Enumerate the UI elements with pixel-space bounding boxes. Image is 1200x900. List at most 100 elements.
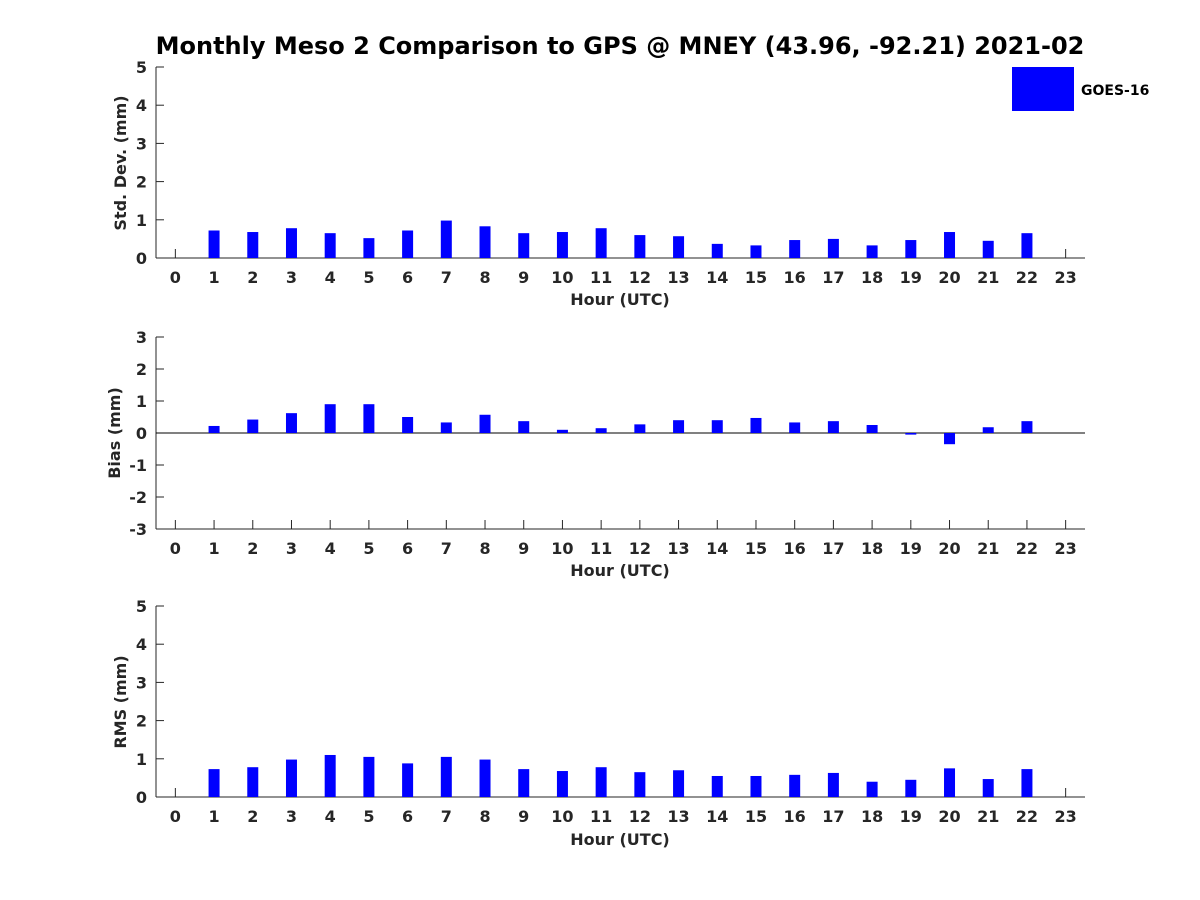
std-dev-bar — [247, 232, 259, 258]
std-dev-ytick-label: 0 — [136, 249, 147, 268]
std-dev-xtick-label: 14 — [706, 268, 728, 287]
rms-bar — [982, 779, 994, 797]
rms-ytick-label: 0 — [136, 788, 147, 807]
bias-bar — [634, 424, 646, 433]
bias-bar — [905, 433, 917, 435]
bias-xtick-label: 2 — [247, 539, 258, 558]
bias-xtick-label: 14 — [706, 539, 728, 558]
std-dev-xtick-label: 18 — [861, 268, 883, 287]
rms-xtick-label: 14 — [706, 807, 728, 826]
legend-label: GOES-16 — [1081, 83, 1149, 99]
std-dev-bar — [789, 240, 801, 258]
rms-bar — [673, 770, 685, 797]
std-dev-ylabel: Std. Dev. (mm) — [111, 95, 130, 230]
bias-xtick-label: 8 — [479, 539, 490, 558]
bias-bar — [363, 404, 375, 433]
std-dev-bar — [905, 240, 917, 258]
rms-xtick-label: 5 — [363, 807, 374, 826]
std-dev-bar — [634, 235, 646, 258]
std-dev-xtick-label: 20 — [938, 268, 960, 287]
bias-xtick-label: 18 — [861, 539, 883, 558]
std-dev-bar — [440, 220, 452, 258]
bias-xtick-label: 9 — [518, 539, 529, 558]
rms-ylabel: RMS (mm) — [111, 655, 130, 748]
rms-xtick-label: 8 — [479, 807, 490, 826]
bias-xtick-label: 12 — [629, 539, 651, 558]
std-dev-xtick-label: 23 — [1055, 268, 1077, 287]
rms-bar — [750, 775, 762, 797]
rms-xtick-label: 22 — [1016, 807, 1038, 826]
bias-xtick-label: 16 — [784, 539, 806, 558]
bias-bar — [750, 417, 762, 433]
bias-bar — [982, 427, 994, 433]
rms-bar — [479, 759, 491, 797]
bias-ytick-label: -2 — [129, 488, 147, 507]
rms-bar — [285, 759, 297, 797]
rms-bar — [827, 772, 839, 797]
std-dev-ytick-label: 3 — [136, 134, 147, 153]
rms-xtick-label: 16 — [784, 807, 806, 826]
std-dev-bar — [982, 240, 994, 258]
bias-xtick-label: 5 — [363, 539, 374, 558]
std-dev-bar — [711, 243, 723, 258]
std-dev-xtick-label: 10 — [551, 268, 573, 287]
std-dev-xtick-label: 0 — [170, 268, 181, 287]
rms-xtick-label: 17 — [822, 807, 844, 826]
rms-xtick-label: 15 — [745, 807, 767, 826]
bias-xtick-label: 17 — [822, 539, 844, 558]
rms-xtick-label: 2 — [247, 807, 258, 826]
std-dev-xtick-label: 16 — [784, 268, 806, 287]
bias-bar — [479, 414, 491, 433]
bias-bar — [595, 428, 607, 433]
rms-bar — [905, 779, 917, 797]
bias-ylabel: Bias (mm) — [105, 387, 124, 479]
std-dev-xtick-label: 11 — [590, 268, 612, 287]
bias-bar — [208, 425, 220, 433]
rms-bar — [208, 769, 220, 797]
rms-ytick-label: 4 — [136, 635, 147, 654]
std-dev-xtick-label: 5 — [363, 268, 374, 287]
bias-ytick-label: -3 — [129, 520, 147, 539]
std-dev-xlabel: Hour (UTC) — [570, 290, 670, 309]
rms-xtick-label: 4 — [325, 807, 336, 826]
bias-xtick-label: 10 — [551, 539, 573, 558]
bias-bar — [1021, 421, 1033, 433]
std-dev-xtick-label: 3 — [286, 268, 297, 287]
std-dev-ytick-label: 4 — [136, 96, 147, 115]
bias-bar — [673, 420, 685, 433]
std-dev-ytick-label: 1 — [136, 211, 147, 230]
std-dev-xtick-label: 22 — [1016, 268, 1038, 287]
rms-xtick-label: 21 — [977, 807, 999, 826]
std-dev-xtick-label: 8 — [479, 268, 490, 287]
rms-ytick-label: 2 — [136, 712, 147, 731]
rms-bar — [324, 754, 336, 797]
std-dev-bar — [866, 245, 878, 258]
std-dev-xtick-label: 1 — [208, 268, 219, 287]
std-dev-xtick-label: 9 — [518, 268, 529, 287]
std-dev-bar — [944, 232, 956, 258]
bias-xtick-label: 11 — [590, 539, 612, 558]
rms-xtick-label: 12 — [629, 807, 651, 826]
bias-xtick-label: 19 — [900, 539, 922, 558]
rms-bar — [944, 768, 956, 797]
rms-bar — [247, 767, 259, 797]
bias-xtick-label: 6 — [402, 539, 413, 558]
bias-xtick-label: 20 — [938, 539, 960, 558]
rms-xtick-label: 13 — [667, 807, 689, 826]
bias-bar — [247, 419, 259, 433]
std-dev-bar — [402, 230, 414, 258]
rms-xtick-label: 7 — [441, 807, 452, 826]
std-dev-xtick-label: 19 — [900, 268, 922, 287]
bias-xtick-label: 15 — [745, 539, 767, 558]
rms-xtick-label: 0 — [170, 807, 181, 826]
bias-xtick-label: 0 — [170, 539, 181, 558]
bias-bar — [866, 425, 878, 433]
std-dev-xtick-label: 17 — [822, 268, 844, 287]
bias-ytick-label: 3 — [136, 328, 147, 347]
bias-xtick-label: 4 — [325, 539, 336, 558]
std-dev-bar — [673, 236, 685, 258]
rms-bar — [711, 775, 723, 797]
rms-bar — [1021, 769, 1033, 797]
